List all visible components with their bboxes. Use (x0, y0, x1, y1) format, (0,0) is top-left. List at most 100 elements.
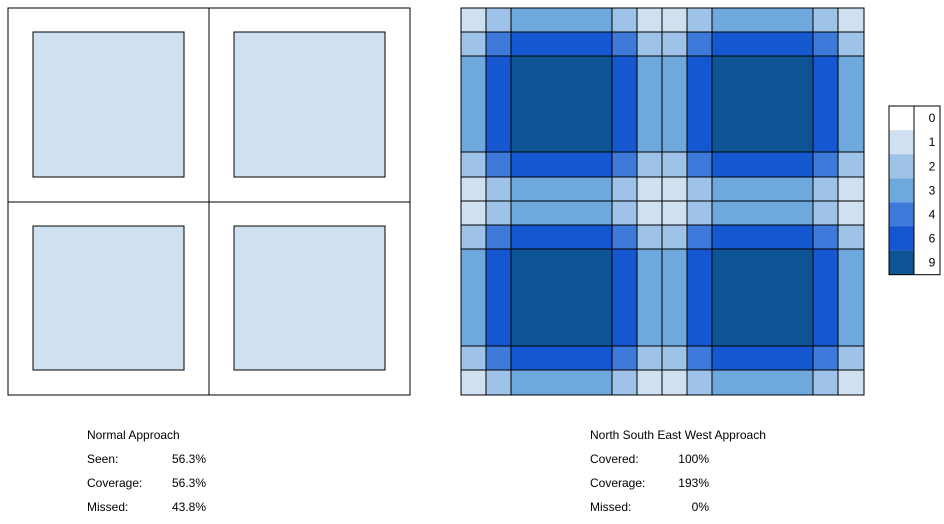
heatmap-cell (711, 369, 814, 396)
right-missed-value: 0% (691, 500, 709, 514)
heatmap-cell (837, 31, 865, 57)
heatmap-cell (812, 7, 839, 33)
heatmap-cell (661, 176, 688, 202)
left-missed-label: Missed: (87, 500, 129, 514)
left-seen-label: Seen: (87, 452, 119, 466)
heatmap-cell (636, 151, 663, 178)
heatmap-cell (485, 248, 512, 347)
heatmap-cell (636, 345, 663, 371)
heatmap-cell (636, 176, 663, 202)
heatmap-cell (661, 151, 688, 178)
heatmap-cell (837, 55, 865, 153)
legend-swatch (889, 178, 914, 203)
coverage-legend: 0 1 2 3 4 6 9 (888, 105, 941, 276)
heatmap-cell (460, 31, 487, 57)
heatmap-cell (636, 31, 663, 57)
heatmap-cell (611, 345, 638, 371)
heatmap-cell (611, 151, 638, 178)
heatmap-cell (661, 248, 688, 347)
heatmap-cell (611, 176, 638, 202)
heatmap-cell (812, 55, 839, 153)
heatmap-cell (636, 224, 663, 250)
heatmap-cell (661, 345, 688, 371)
heatmap-frame (460, 7, 865, 396)
heatmap-cell (460, 345, 487, 371)
heatmap-cell (711, 7, 814, 33)
heatmap-cell (460, 248, 487, 347)
heatmap-cell (510, 224, 613, 250)
heatmap-cell (711, 151, 814, 178)
heatmap-cell (611, 55, 638, 153)
heatmap-cell (711, 248, 814, 347)
heatmap-cell (661, 55, 688, 153)
heatmap-cell (636, 369, 663, 396)
heatmap-cell (711, 345, 814, 371)
seen-area-bottom-left (32, 225, 185, 371)
heatmap-cell (510, 248, 613, 347)
heatmap-cell (611, 248, 638, 347)
heatmap-cell (636, 55, 663, 153)
legend-label: 2 (929, 159, 936, 173)
legend-label: 0 (929, 111, 936, 125)
heatmap-cell (460, 369, 487, 396)
heatmap-cell (661, 7, 688, 33)
heatmap-cell (686, 248, 713, 347)
heatmap-cell (485, 224, 512, 250)
heatmap-cell (812, 248, 839, 347)
heatmap-cell (460, 224, 487, 250)
heatmap-cell (485, 55, 512, 153)
heatmap-cell (510, 200, 613, 226)
heatmap-cell (686, 369, 713, 396)
heatmap-cell (510, 369, 613, 396)
heatmap-cell (510, 151, 613, 178)
heatmap-cell (510, 176, 613, 202)
legend-swatch (889, 250, 914, 275)
heatmap-cell (510, 7, 613, 33)
heatmap-cell (837, 248, 865, 347)
heatmap-cell (837, 151, 865, 178)
heatmap-cell (460, 151, 487, 178)
heatmap-cell (460, 200, 487, 226)
heatmap-cell (711, 200, 814, 226)
heatmap-cell (611, 7, 638, 33)
heatmap-cell (510, 31, 613, 57)
heatmap-cell (837, 176, 865, 202)
legend-label: 4 (929, 207, 936, 221)
heatmap-cell (460, 176, 487, 202)
heatmap-cell (686, 176, 713, 202)
heatmap-cell (611, 31, 638, 57)
heatmap-cell (661, 31, 688, 57)
heatmap-cell (686, 55, 713, 153)
legend-label: 9 (929, 256, 936, 270)
heatmap-cell (711, 31, 814, 57)
heatmap-cell (837, 345, 865, 371)
heatmap-cell (460, 7, 487, 33)
heatmap-cell (510, 345, 613, 371)
right-missed-label: Missed: (590, 500, 632, 514)
legend-swatch (889, 106, 914, 131)
nsew-coverage-heatmap (460, 7, 865, 396)
legend-swatch (889, 202, 914, 227)
right-coverage-label: Coverage: (590, 476, 646, 490)
right-covered-label: Covered: (590, 452, 639, 466)
heatmap-cell (812, 151, 839, 178)
heatmap-cell (686, 7, 713, 33)
heatmap-cell (661, 200, 688, 226)
seen-area-top-right (233, 31, 386, 178)
heatmap-cell (485, 200, 512, 226)
heatmap-cell (661, 369, 688, 396)
legend-label: 6 (929, 232, 936, 246)
heatmap-cell (812, 224, 839, 250)
heatmap-cell (611, 369, 638, 396)
left-coverage-value: 56.3% (171, 476, 206, 490)
heatmap-cell (837, 369, 865, 396)
seen-area-bottom-right (233, 225, 386, 371)
heatmap-cell (636, 248, 663, 347)
heatmap-cell (686, 151, 713, 178)
heatmap-cell (812, 200, 839, 226)
heatmap-cell (485, 176, 512, 202)
heatmap-cell (812, 345, 839, 371)
heatmap-cell (485, 151, 512, 178)
normal-approach-panel (7, 7, 411, 396)
